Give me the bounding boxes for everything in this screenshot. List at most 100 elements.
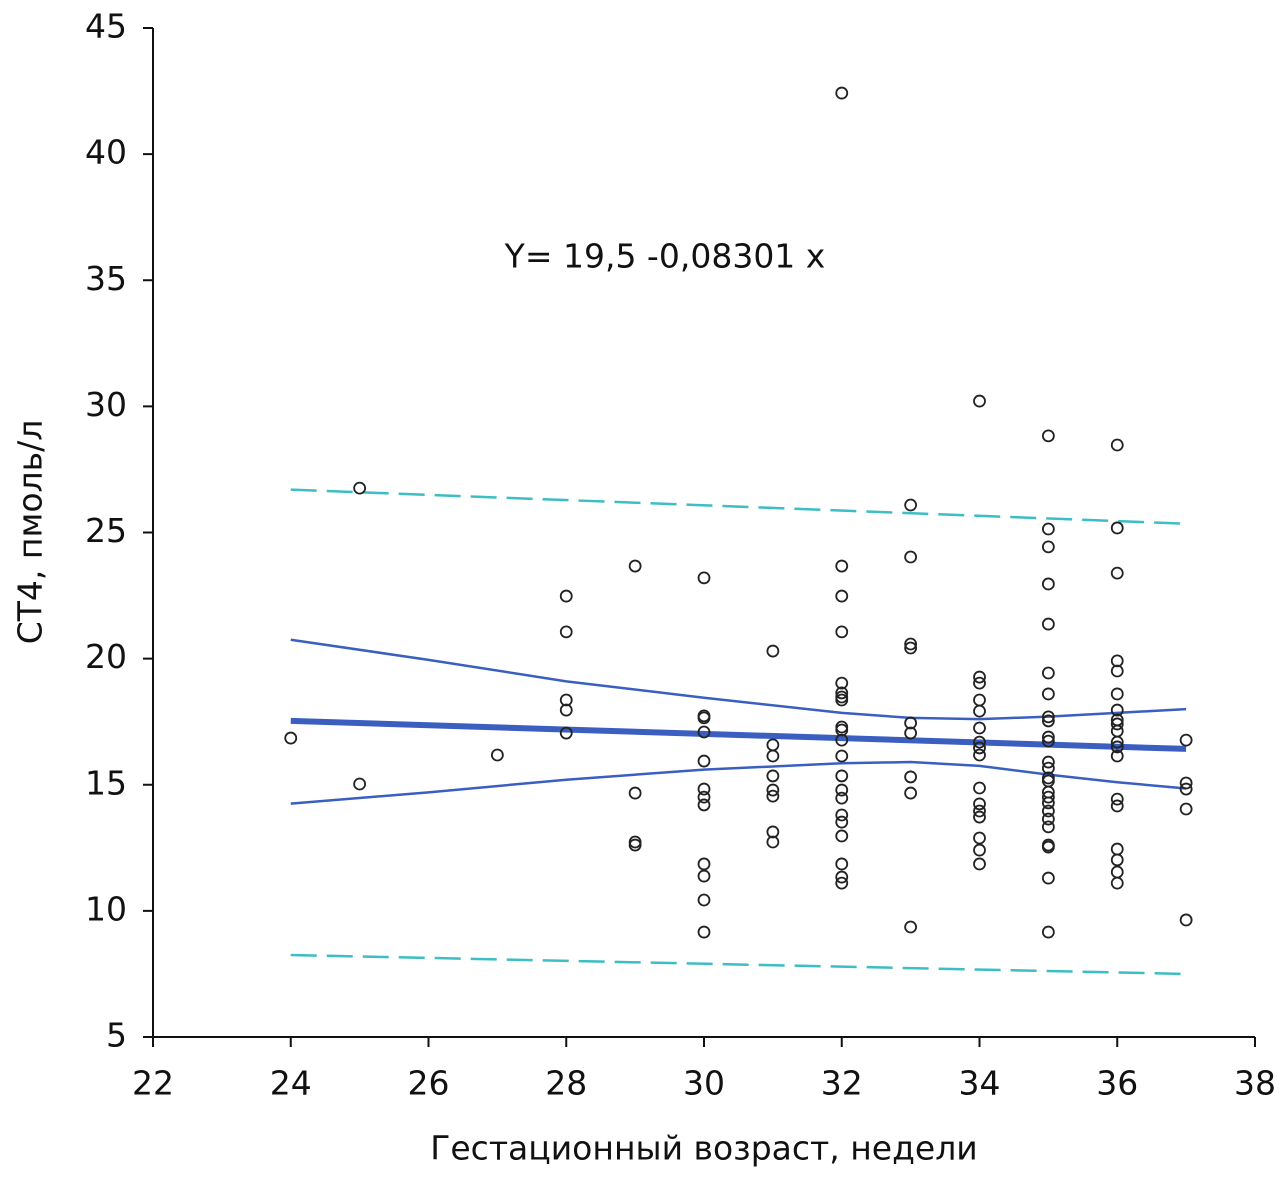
y-tick-label: 10	[85, 889, 127, 928]
y-tick-label: 35	[85, 259, 127, 298]
data-point	[835, 783, 849, 797]
data-point	[904, 726, 918, 740]
x-tick-label: 38	[1234, 1064, 1276, 1103]
data-point	[835, 693, 849, 707]
data-point	[1110, 799, 1124, 813]
data-point	[835, 589, 849, 603]
data-point	[1179, 802, 1193, 816]
y-tick-label: 20	[85, 637, 127, 676]
data-point	[353, 481, 367, 495]
fit-line	[290, 953, 1187, 976]
data-point	[835, 829, 849, 843]
data-point	[1110, 735, 1124, 749]
x-tick-label: 28	[545, 1064, 587, 1103]
data-point	[628, 559, 642, 573]
data-point	[1041, 429, 1055, 443]
data-point	[766, 644, 780, 658]
data-point	[559, 589, 573, 603]
data-point	[1110, 749, 1124, 763]
data-point	[697, 790, 711, 804]
data-point	[490, 748, 504, 762]
data-point	[766, 738, 780, 752]
data-point	[1041, 710, 1055, 724]
data-point	[973, 781, 986, 795]
data-point	[1041, 734, 1055, 748]
x-tick-label: 22	[132, 1064, 174, 1103]
data-point	[697, 869, 711, 883]
data-point	[1041, 714, 1055, 728]
data-point	[973, 831, 986, 845]
data-point	[973, 693, 986, 707]
data-point	[904, 641, 918, 655]
data-point	[835, 815, 849, 829]
data-point	[973, 394, 986, 408]
data-point	[559, 693, 573, 707]
data-point	[904, 920, 918, 934]
data-point	[1110, 521, 1124, 535]
data-point	[1110, 865, 1124, 879]
y-axis-label: СТ4, пмоль/л	[11, 420, 50, 645]
data-point	[697, 893, 711, 907]
y-tick-label: 30	[85, 385, 127, 424]
data-point	[697, 798, 711, 812]
data-point	[835, 625, 849, 639]
data-point	[697, 571, 711, 585]
data-point	[973, 843, 986, 857]
data-point	[973, 741, 986, 755]
data-point	[559, 703, 573, 717]
data-point	[973, 676, 986, 690]
y-tick-label: 45	[85, 7, 127, 46]
data-point	[1041, 820, 1055, 834]
data-point	[1041, 577, 1055, 591]
data-point	[697, 782, 711, 796]
data-point	[766, 825, 780, 839]
data-point	[1041, 796, 1055, 810]
data-point	[1110, 703, 1124, 717]
data-point	[1110, 687, 1124, 701]
data-point	[1041, 730, 1055, 744]
data-point	[973, 735, 986, 749]
data-point	[1110, 740, 1124, 754]
data-point	[766, 749, 780, 763]
data-point	[1179, 782, 1193, 796]
data-point	[1041, 755, 1055, 769]
data-point	[697, 754, 711, 768]
data-point	[1041, 666, 1055, 680]
data-point	[835, 86, 849, 100]
data-point	[697, 925, 711, 939]
data-point	[835, 870, 849, 884]
data-point	[1041, 804, 1055, 818]
data-point	[1041, 761, 1055, 775]
data-point	[1179, 776, 1193, 790]
fit-line	[290, 638, 1187, 721]
data-point	[835, 686, 849, 700]
x-tick-label: 24	[270, 1064, 312, 1103]
x-tick-label: 32	[821, 1064, 863, 1103]
data-point	[973, 804, 986, 818]
data-point	[766, 835, 780, 849]
data-point	[1041, 840, 1055, 854]
data-point	[904, 637, 918, 651]
data-point	[1041, 871, 1055, 885]
annotation: Y= 19,5 -0,08301 x	[504, 237, 826, 276]
data-point	[835, 733, 849, 747]
data-point	[1041, 522, 1055, 536]
data-point	[1110, 717, 1124, 731]
data-point	[1110, 566, 1124, 580]
data-point	[1041, 925, 1055, 939]
data-point	[697, 857, 711, 871]
data-point	[697, 711, 711, 725]
y-tick-label: 15	[85, 763, 127, 802]
data-point	[904, 498, 918, 512]
x-axis-label: Гестационный возраст, недели	[430, 1129, 978, 1168]
data-point	[1110, 438, 1124, 452]
data-point	[1041, 790, 1055, 804]
data-point	[1041, 812, 1055, 826]
y-tick-label: 25	[85, 511, 127, 550]
x-tick-label: 36	[1096, 1064, 1138, 1103]
data-point	[766, 789, 780, 803]
data-point	[559, 625, 573, 639]
data-point	[904, 786, 918, 800]
y-tick-label: 5	[106, 1016, 127, 1055]
